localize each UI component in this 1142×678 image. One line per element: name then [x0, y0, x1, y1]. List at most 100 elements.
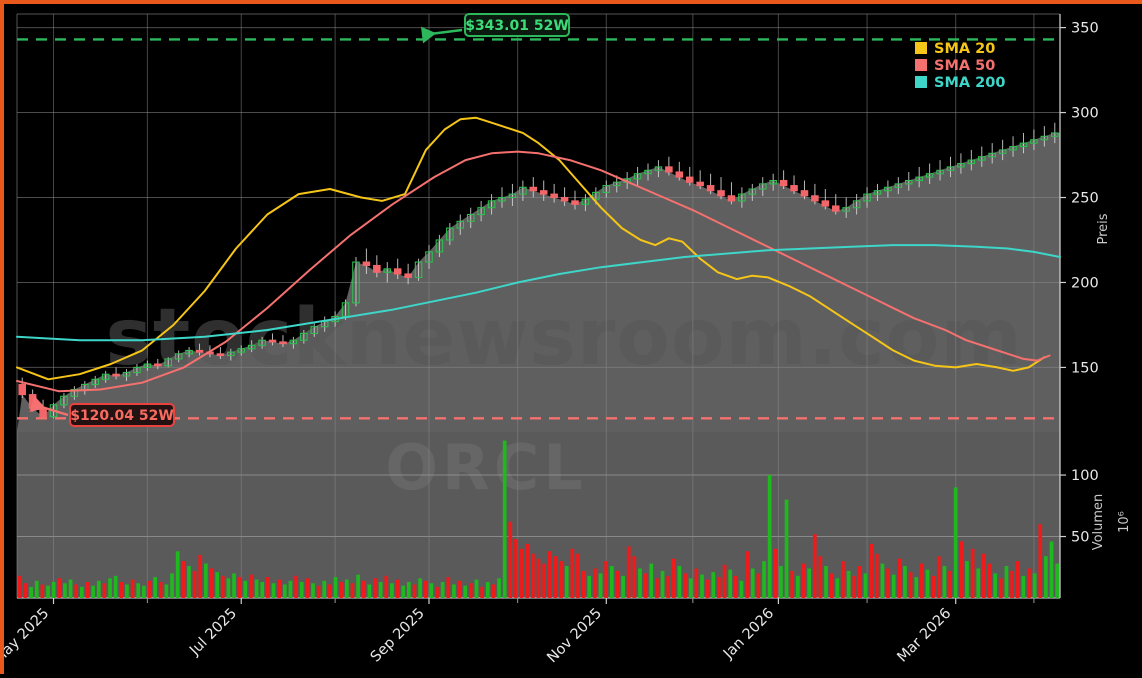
candle-body[interactable] [60, 395, 68, 406]
candle-body[interactable] [362, 261, 371, 267]
candle-body[interactable] [800, 190, 809, 197]
candle-body[interactable] [310, 326, 319, 334]
candle-body[interactable] [915, 176, 923, 182]
candle-body[interactable] [414, 261, 423, 278]
candle-body[interactable] [237, 348, 246, 353]
candle-body[interactable] [133, 366, 141, 374]
candle-body[interactable] [884, 186, 892, 192]
candle-body[interactable] [216, 353, 225, 357]
candle-body[interactable] [1019, 142, 1028, 148]
candle-body[interactable] [352, 261, 360, 304]
volume-bar [880, 563, 885, 598]
candle-body[interactable] [644, 169, 652, 175]
candle-body[interactable] [18, 383, 26, 396]
candle-body[interactable] [550, 193, 558, 199]
volume-bar [818, 556, 823, 598]
candle-body[interactable] [957, 162, 965, 168]
candle-body[interactable] [936, 169, 944, 175]
candle-body[interactable] [727, 195, 736, 202]
candle-body[interactable] [811, 195, 819, 202]
candle-body[interactable] [70, 388, 79, 397]
candle-body[interactable] [185, 349, 193, 355]
candle-body[interactable] [685, 176, 694, 183]
candle-body[interactable] [195, 349, 204, 353]
candle-body[interactable] [393, 268, 402, 275]
candle-body[interactable] [539, 190, 548, 195]
candle-body[interactable] [122, 371, 131, 377]
annotation-low-52w[interactable]: $120.04 52W [29, 395, 175, 427]
candle-body[interactable] [904, 179, 913, 185]
candle-body[interactable] [446, 227, 454, 241]
candle-body[interactable] [519, 186, 527, 195]
candle-body[interactable] [863, 193, 871, 202]
candle-body[interactable] [560, 196, 569, 202]
candle-body[interactable] [706, 185, 715, 192]
candle-body[interactable] [602, 185, 611, 193]
candle-body[interactable] [696, 181, 704, 187]
candle-body[interactable] [946, 166, 955, 171]
candle-body[interactable] [91, 378, 100, 385]
candle-body[interactable] [758, 183, 767, 190]
candle-body[interactable] [998, 149, 1007, 154]
candle-body[interactable] [967, 159, 976, 165]
stock-chart[interactable]: stocknewsroom.com ORCL $343.01 52W $120.04 … [4, 4, 1142, 678]
candle-body[interactable] [435, 239, 444, 253]
candle-body[interactable] [227, 351, 235, 357]
candle-body[interactable] [268, 339, 277, 343]
candle-body[interactable] [164, 358, 173, 367]
candle-body[interactable] [1009, 145, 1017, 151]
candle-body[interactable] [581, 198, 590, 205]
candle-body[interactable] [571, 200, 579, 205]
candle-body[interactable] [977, 156, 986, 161]
candle-body[interactable] [665, 166, 673, 173]
candle-body[interactable] [1040, 135, 1049, 141]
candle-body[interactable] [404, 273, 412, 278]
candle-body[interactable] [466, 213, 475, 222]
candle-body[interactable] [675, 171, 684, 178]
candle-body[interactable] [790, 185, 798, 192]
candle-body[interactable] [508, 193, 517, 199]
candle-body[interactable] [456, 220, 465, 229]
candle-body[interactable] [852, 200, 861, 209]
candle-body[interactable] [1030, 139, 1038, 144]
candle-body[interactable] [612, 181, 621, 187]
candle-body[interactable] [289, 339, 298, 345]
candle-body[interactable] [529, 186, 538, 192]
candle-body[interactable] [101, 373, 110, 380]
candle-body[interactable] [592, 191, 600, 200]
candle-body[interactable] [779, 179, 788, 187]
candle-body[interactable] [143, 363, 152, 368]
candle-body[interactable] [258, 339, 266, 346]
candle-body[interactable] [279, 341, 287, 345]
candle-body[interactable] [873, 190, 882, 195]
annotation-high-52w[interactable]: $343.01 52W [420, 13, 570, 44]
candle-body[interactable] [925, 173, 934, 178]
candle-body[interactable] [831, 205, 840, 212]
candle-body[interactable] [247, 344, 256, 350]
candle-body[interactable] [633, 173, 642, 180]
candle-body[interactable] [769, 179, 777, 185]
candle-body[interactable] [654, 166, 663, 171]
candle-body[interactable] [28, 394, 37, 409]
candle-body[interactable] [717, 190, 725, 197]
candle-body[interactable] [842, 207, 850, 212]
candle-body[interactable] [300, 332, 308, 341]
candle-body[interactable] [383, 268, 392, 273]
candle-body[interactable] [112, 373, 120, 377]
candle-body[interactable] [487, 200, 496, 209]
candle-body[interactable] [748, 188, 757, 195]
candle-body[interactable] [174, 353, 183, 360]
candle-body[interactable] [738, 193, 746, 202]
candle-body[interactable] [154, 363, 162, 367]
candlestick-series[interactable] [18, 122, 1059, 419]
candle-body[interactable] [894, 183, 903, 188]
candle-body[interactable] [988, 152, 996, 158]
candle-body[interactable] [477, 207, 485, 216]
candle-body[interactable] [1051, 132, 1059, 137]
candle-body[interactable] [425, 251, 433, 263]
candle-body[interactable] [821, 200, 830, 207]
candle-body[interactable] [373, 264, 381, 273]
candle-body[interactable] [498, 196, 506, 202]
candle-body[interactable] [39, 407, 47, 418]
